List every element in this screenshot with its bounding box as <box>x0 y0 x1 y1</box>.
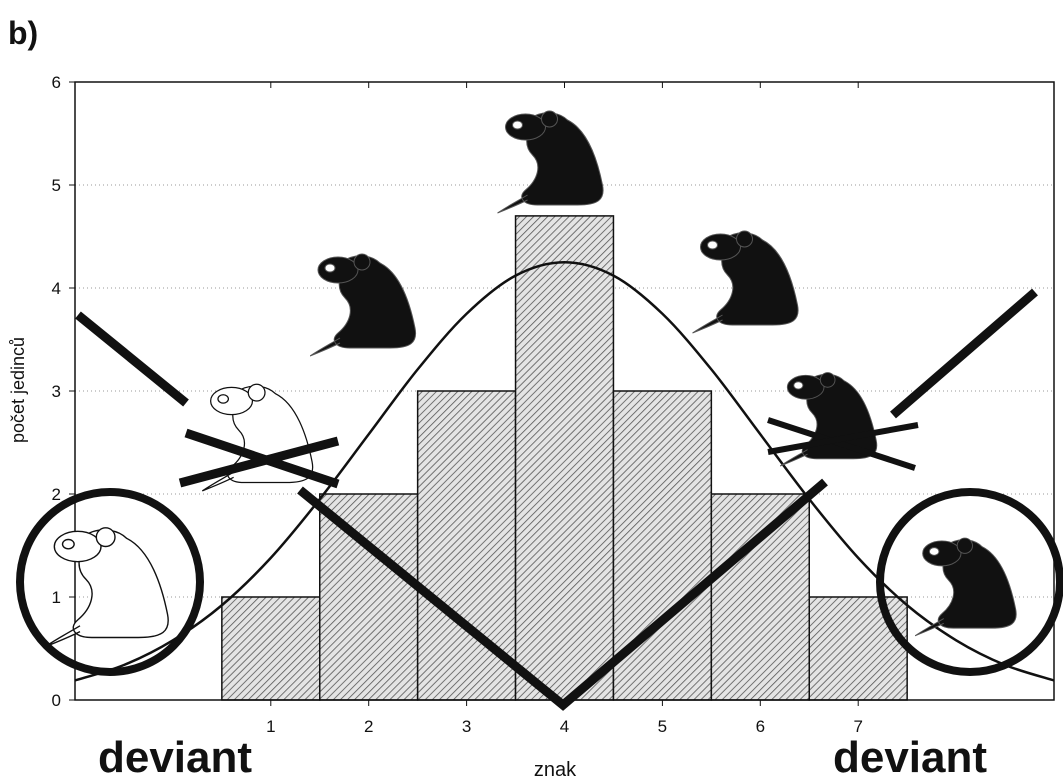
y-axis-label: počet jedinců <box>8 337 28 443</box>
plot-area: 0 1 2 3 4 5 6 1 2 3 4 5 6 7 <box>52 73 1055 736</box>
y-tick-label: 6 <box>52 73 61 92</box>
annotation: deviant <box>833 733 987 782</box>
x-tick-label: 3 <box>462 717 471 736</box>
bar <box>221 596 321 701</box>
x-tick-label: 4 <box>560 717 569 736</box>
x-tick-label: 2 <box>364 717 373 736</box>
cross-line <box>297 478 828 711</box>
y-tick-label: 2 <box>52 485 61 504</box>
cross-line <box>75 311 189 407</box>
x-tick-label: 5 <box>658 717 667 736</box>
cross-line <box>767 417 916 471</box>
bar <box>514 215 615 701</box>
y-tick-label: 1 <box>52 588 61 607</box>
x-tick-label: 1 <box>266 717 275 736</box>
annotation: deviant <box>98 733 252 782</box>
circle <box>16 488 204 676</box>
y-tick-label: 3 <box>52 382 61 401</box>
cross-line <box>178 436 340 488</box>
mouse <box>691 230 799 334</box>
cross-line <box>890 288 1038 419</box>
y-tick-label: 5 <box>52 176 61 195</box>
x-tick-label: 7 <box>853 717 862 736</box>
x-axis-label: znak <box>534 759 577 781</box>
mouse <box>310 253 417 357</box>
bar <box>710 493 810 701</box>
bar <box>319 493 419 701</box>
mouse <box>45 527 169 648</box>
bar <box>808 596 908 701</box>
x-tick-label: 6 <box>756 717 765 736</box>
panel-label: b) <box>8 15 38 51</box>
y-tick-label: 4 <box>52 279 61 298</box>
cross-line <box>767 422 919 455</box>
circle <box>876 488 1063 676</box>
illustration <box>16 110 1063 711</box>
mouse <box>915 537 1017 637</box>
mouse <box>496 110 604 214</box>
y-tick-label: 0 <box>52 691 61 710</box>
